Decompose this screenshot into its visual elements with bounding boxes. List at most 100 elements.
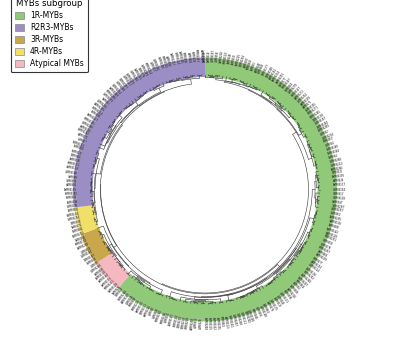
Text: AtMYB269: AtMYB269 (318, 124, 331, 133)
Text: MrMYB224: MrMYB224 (143, 61, 152, 75)
Text: OsMYB140: OsMYB140 (258, 304, 267, 318)
Text: PeMYB101: PeMYB101 (227, 315, 233, 328)
Text: OsMYB68: OsMYB68 (152, 308, 160, 319)
Text: VvMYB188: VvMYB188 (246, 309, 254, 323)
Text: ZmMYB272: ZmMYB272 (294, 89, 306, 101)
Text: AtMYB4: AtMYB4 (328, 153, 339, 160)
Text: OsMYB107: OsMYB107 (211, 49, 216, 62)
Text: SlMYB78: SlMYB78 (136, 67, 145, 79)
Text: AtMYB63: AtMYB63 (261, 302, 270, 314)
Text: OsMYB240: OsMYB240 (90, 263, 103, 274)
Text: SlMYB107: SlMYB107 (117, 77, 128, 90)
Text: MrMYB216: MrMYB216 (132, 299, 142, 312)
Text: AtMYB33: AtMYB33 (231, 53, 237, 65)
Text: PeMYB125: PeMYB125 (207, 317, 212, 330)
Text: PeMYB159: PeMYB159 (124, 72, 135, 85)
Text: MrMYB241: MrMYB241 (104, 278, 116, 291)
Text: MrMYB107: MrMYB107 (282, 77, 293, 90)
Text: OsMYB223: OsMYB223 (330, 161, 344, 167)
Text: GhMYB48: GhMYB48 (227, 53, 233, 64)
Text: PeMYB65: PeMYB65 (285, 81, 295, 92)
Text: GhMYB114: GhMYB114 (66, 166, 79, 172)
Text: MrMYB192: MrMYB192 (160, 55, 168, 69)
Text: PeMYB33: PeMYB33 (86, 256, 98, 266)
Text: OsMYB93: OsMYB93 (66, 179, 78, 183)
Text: GhMYB144: GhMYB144 (98, 272, 110, 284)
Text: GhMYB291: GhMYB291 (275, 72, 286, 85)
Text: SlMYB291: SlMYB291 (177, 315, 183, 328)
Text: GhMYB24: GhMYB24 (112, 284, 122, 295)
Text: GhMYB72: GhMYB72 (71, 223, 83, 230)
Text: GhMYB216: GhMYB216 (285, 287, 296, 299)
Text: PeMYB248: PeMYB248 (117, 289, 128, 302)
Text: ZmMYB72: ZmMYB72 (76, 133, 88, 141)
Text: PeMYB154: PeMYB154 (172, 314, 179, 327)
Text: PeMYB162: PeMYB162 (211, 317, 216, 330)
Text: GhMYB153: GhMYB153 (101, 276, 113, 287)
Text: SlMYB282: SlMYB282 (242, 310, 250, 324)
Text: MrMYB131: MrMYB131 (66, 161, 80, 167)
Text: PeMYB104: PeMYB104 (327, 148, 341, 156)
Text: SlMYB245: SlMYB245 (310, 109, 322, 119)
Text: OsMYB279: OsMYB279 (288, 82, 300, 95)
Text: MrMYB297: MrMYB297 (194, 49, 199, 62)
Text: MrMYB57: MrMYB57 (323, 136, 335, 144)
Text: SlMYB297: SlMYB297 (332, 204, 345, 209)
Text: VvMYB11: VvMYB11 (194, 317, 199, 329)
Text: PeMYB184: PeMYB184 (316, 120, 329, 130)
Text: AtMYB128: AtMYB128 (95, 269, 108, 281)
Text: MrMYB64: MrMYB64 (294, 278, 305, 289)
Text: ZmMYB136: ZmMYB136 (328, 219, 342, 227)
Text: ZmMYB120: ZmMYB120 (324, 231, 338, 239)
Text: MrMYB246: MrMYB246 (160, 310, 168, 324)
Text: GhMYB3: GhMYB3 (100, 97, 110, 106)
Text: ZmMYB28: ZmMYB28 (332, 179, 344, 183)
Text: SlMYB177: SlMYB177 (261, 63, 271, 77)
Text: ZmMYB109: ZmMYB109 (121, 292, 132, 304)
Text: GhMYB226: GhMYB226 (143, 304, 152, 318)
Text: GhMYB54: GhMYB54 (75, 235, 87, 243)
Text: VvMYB93: VvMYB93 (254, 306, 262, 318)
Text: OsMYB248: OsMYB248 (114, 80, 125, 92)
Text: ZmMYB154: ZmMYB154 (310, 260, 322, 270)
Text: GhMYB38: GhMYB38 (69, 157, 81, 164)
Legend: 1R-MYBs, R2R3-MYBs, 3R-MYBs, 4R-MYBs, Atypical MYBs: 1R-MYBs, R2R3-MYBs, 3R-MYBs, 4R-MYBs, At… (11, 0, 88, 72)
Text: VvMYB85: VvMYB85 (258, 63, 266, 75)
Text: ZmMYB249: ZmMYB249 (198, 49, 203, 62)
Text: PeMYB29: PeMYB29 (190, 51, 195, 63)
Text: AtMYB89: AtMYB89 (288, 284, 298, 295)
Text: PeMYB78: PeMYB78 (320, 242, 332, 251)
Text: ZmMYB159: ZmMYB159 (300, 95, 312, 106)
Text: OsMYB294: OsMYB294 (67, 215, 81, 222)
Text: MrMYB260: MrMYB260 (185, 316, 191, 329)
Text: MrMYB289: MrMYB289 (104, 89, 116, 101)
Text: OsMYB111: OsMYB111 (239, 311, 246, 325)
Text: PeMYB82: PeMYB82 (72, 145, 84, 152)
Text: VvMYB59: VvMYB59 (80, 246, 92, 254)
Text: AtMYB19: AtMYB19 (272, 296, 281, 308)
Text: GhMYB117: GhMYB117 (333, 183, 346, 188)
Text: AtMYB4: AtMYB4 (291, 281, 300, 291)
Text: SlMYB254: SlMYB254 (239, 54, 246, 68)
Text: GhMYB118: GhMYB118 (107, 281, 119, 293)
Text: OsMYB207: OsMYB207 (231, 314, 238, 327)
Text: GhMYB212: GhMYB212 (168, 53, 175, 66)
Text: VvMYB2: VvMYB2 (320, 129, 330, 137)
Text: PeMYB110: PeMYB110 (332, 196, 346, 200)
Text: GhMYB185: GhMYB185 (177, 51, 183, 64)
Text: GhMYB47: GhMYB47 (332, 199, 344, 205)
Text: PeMYB82: PeMYB82 (66, 196, 78, 200)
Text: SlMYB59: SlMYB59 (322, 238, 334, 247)
Text: GhMYB225: GhMYB225 (132, 68, 142, 81)
Text: AtMYB208: AtMYB208 (203, 317, 207, 330)
Text: OsMYB260: OsMYB260 (235, 313, 242, 326)
Text: OsMYB61: OsMYB61 (330, 212, 342, 218)
Text: OsMYB288: OsMYB288 (128, 70, 138, 83)
Text: AtMYB255: AtMYB255 (329, 215, 343, 222)
Text: GhMYB199: GhMYB199 (314, 253, 327, 263)
Text: MrMYB90: MrMYB90 (181, 52, 187, 64)
Text: SlMYB63: SlMYB63 (70, 153, 82, 160)
Text: OsMYB187: OsMYB187 (314, 116, 327, 126)
Text: ZmMYB90: ZmMYB90 (164, 55, 171, 68)
Text: OsMYB112: OsMYB112 (121, 74, 132, 87)
